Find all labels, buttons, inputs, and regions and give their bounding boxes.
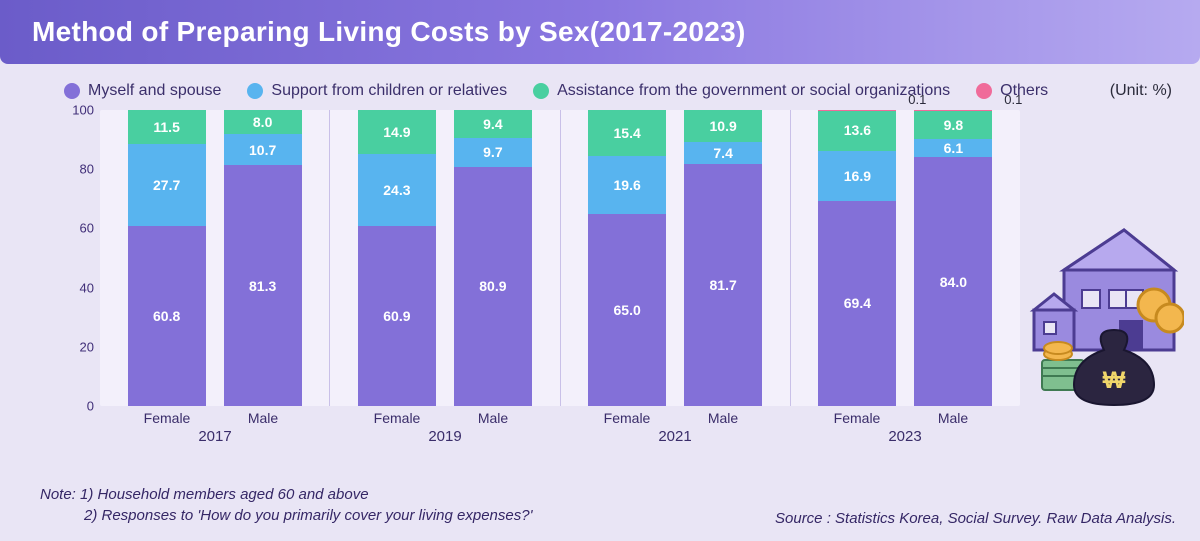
chart-area: 020406080100 60.827.711.581.310.78.060.9… [64,110,1020,450]
x-sex-label: Male [224,410,302,426]
segment-myself: 65.0 [588,214,666,406]
bar-stack: 65.019.615.4 [588,110,666,406]
segment-support: 10.7 [224,134,302,166]
segment-assist: 15.4 [588,110,666,156]
note-2: 2) Responses to 'How do you primarily co… [40,505,532,527]
y-tick: 0 [87,399,94,414]
bar-groups: 60.827.711.581.310.78.060.924.314.980.99… [100,110,1020,406]
footer: Note: 1) Household members aged 60 and a… [40,484,1176,528]
y-tick: 60 [80,221,94,236]
legend-label: Myself and spouse [88,82,221,100]
x-group: Female Male 2023 [790,406,1020,450]
bar-stack: 80.99.79.4 [454,110,532,406]
source: Source : Statistics Korea, Social Survey… [775,510,1176,527]
x-year-label: 2023 [888,428,921,445]
y-tick: 20 [80,339,94,354]
x-sex-row: Female Male [560,406,790,426]
swatch-support [247,83,263,99]
unit-label: (Unit: %) [1110,82,1172,100]
bar-col: 80.99.79.4 [454,110,532,406]
x-sex-label: Female [818,410,896,426]
legend-label: Assistance from the government or social… [557,82,950,100]
segment-myself: 81.7 [684,164,762,406]
x-year-label: 2021 [658,428,691,445]
segment-myself: 60.8 [128,226,206,406]
segment-support: 7.4 [684,142,762,164]
swatch-myself [64,83,80,99]
title-bar: Method of Preparing Living Costs by Sex(… [0,0,1200,64]
house-money-icon: ₩ [1004,210,1184,410]
bar-col: 81.310.78.0 [224,110,302,406]
segment-assist: 8.0 [224,110,302,134]
year-group: 69.416.913.60.184.06.19.80.1 [791,110,1020,406]
segment-value-label: 0.1 [1004,92,1022,107]
svg-text:₩: ₩ [1103,367,1126,394]
bar-stack: 81.77.410.9 [684,110,762,406]
segment-support: 9.7 [454,138,532,167]
legend-item-support: Support from children or relatives [247,82,507,100]
segment-support: 16.9 [818,151,896,201]
x-sex-label: Female [588,410,666,426]
bar-stack: 60.827.711.5 [128,110,206,406]
bar-col: 69.416.913.60.1 [818,110,896,406]
legend-item-assist: Assistance from the government or social… [533,82,950,100]
segment-support: 27.7 [128,144,206,226]
x-sex-row: Female Male [330,406,560,426]
y-tick: 40 [80,280,94,295]
swatch-others [976,83,992,99]
bar-stack: 69.416.913.60.1 [818,110,896,406]
segment-value-label: 0.1 [908,92,926,107]
x-group: Female Male 2021 [560,406,790,450]
segment-assist: 10.9 [684,110,762,142]
segment-myself: 69.4 [818,201,896,406]
segment-myself: 80.9 [454,167,532,406]
x-sex-row: Female Male [790,406,1020,426]
legend-item-myself: Myself and spouse [64,82,221,100]
segment-myself: 84.0 [914,157,992,406]
legend-label: Support from children or relatives [271,82,507,100]
segment-support: 24.3 [358,154,436,226]
segment-assist: 14.9 [358,110,436,154]
x-year-label: 2017 [198,428,231,445]
x-sex-label: Male [684,410,762,426]
x-sex-label: Male [914,410,992,426]
y-tick: 80 [80,162,94,177]
segment-assist: 13.6 [818,110,896,150]
segment-assist: 9.8 [914,110,992,139]
year-group: 60.827.711.581.310.78.0 [100,110,330,406]
bar-col: 84.06.19.80.1 [914,110,992,406]
y-tick: 100 [72,103,94,118]
segment-assist: 9.4 [454,110,532,138]
segment-myself: 81.3 [224,165,302,406]
bar-col: 65.019.615.4 [588,110,666,406]
chart-title: Method of Preparing Living Costs by Sex(… [32,16,746,48]
segment-support: 6.1 [914,139,992,157]
year-group: 60.924.314.980.99.79.4 [330,110,560,406]
x-axis: Female Male 2017 Female Male 2019 Female Male 20… [100,406,1020,450]
note-1: Note: 1) Household members aged 60 and a… [40,484,532,506]
bar-col: 81.77.410.9 [684,110,762,406]
bar-stack: 81.310.78.0 [224,110,302,406]
segment-assist: 11.5 [128,110,206,144]
x-sex-label: Female [358,410,436,426]
bar-stack: 84.06.19.80.1 [914,110,992,406]
y-axis: 020406080100 [64,110,100,406]
x-sex-label: Female [128,410,206,426]
bar-col: 60.924.314.9 [358,110,436,406]
notes: Note: 1) Household members aged 60 and a… [40,484,532,528]
swatch-assist [533,83,549,99]
bar-col: 60.827.711.5 [128,110,206,406]
year-group: 65.019.615.481.77.410.9 [561,110,791,406]
bar-stack: 60.924.314.9 [358,110,436,406]
x-group: Female Male 2019 [330,406,560,450]
segment-myself: 60.9 [358,226,436,406]
x-group: Female Male 2017 [100,406,330,450]
x-sex-label: Male [454,410,532,426]
x-sex-row: Female Male [100,406,330,426]
x-year-label: 2019 [428,428,461,445]
segment-support: 19.6 [588,156,666,214]
